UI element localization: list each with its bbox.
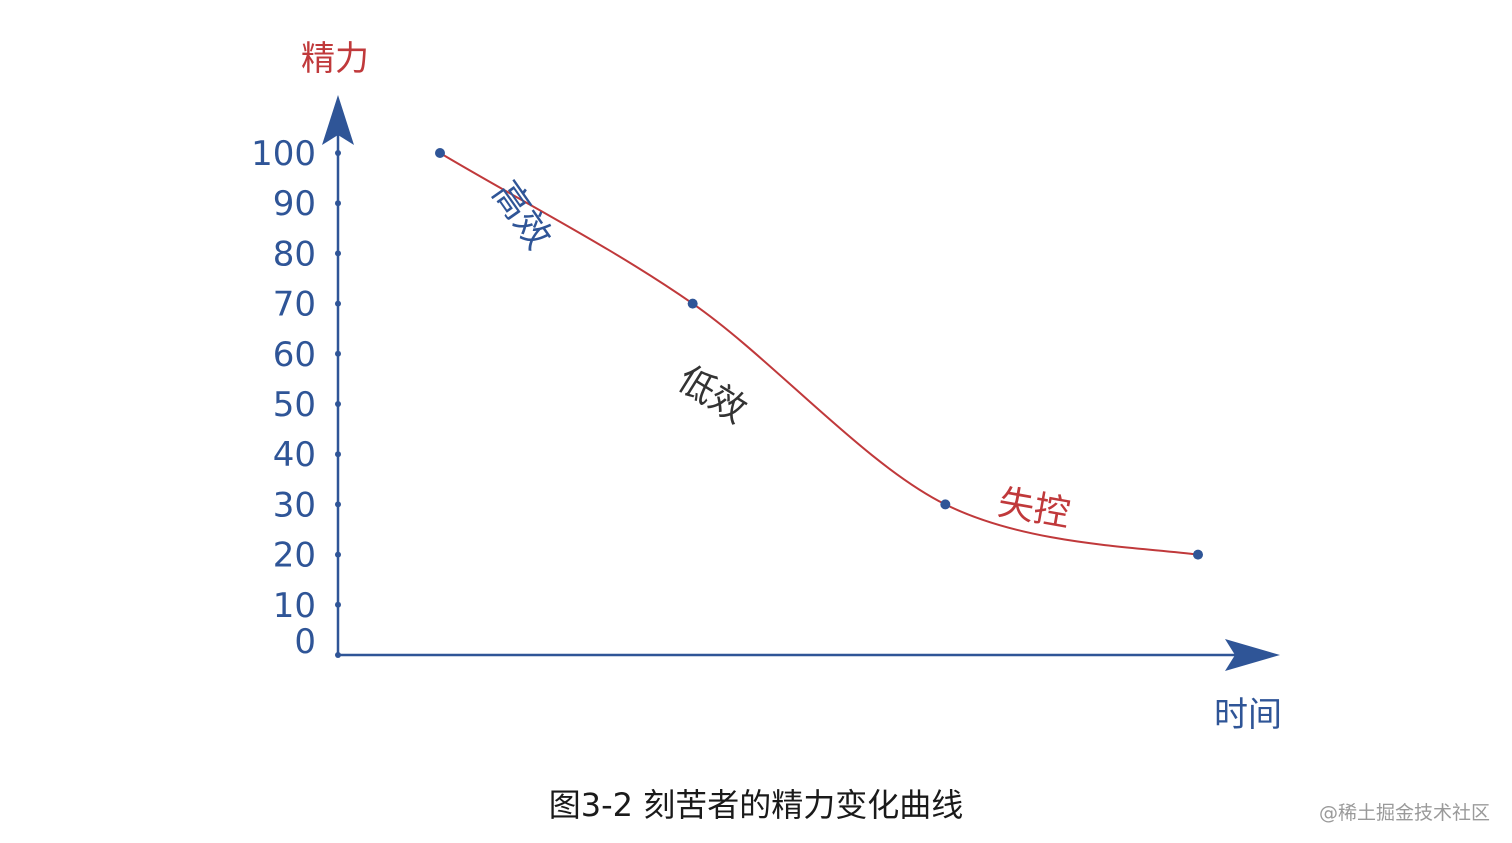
y-tick-mark <box>335 250 341 257</box>
watermark: @稀土掘金技术社区 <box>1318 802 1490 824</box>
y-tick-mark <box>335 401 341 407</box>
axes <box>322 95 1280 671</box>
y-tick-label: 90 <box>273 184 316 224</box>
y-tick-mark <box>335 501 341 508</box>
y-tick-mark <box>335 551 341 558</box>
data-point <box>687 298 698 309</box>
y-tick-mark <box>335 451 341 458</box>
y-tick-mark <box>335 200 341 207</box>
y-tick-mark <box>335 300 341 307</box>
segment-label: 高效 <box>484 174 559 257</box>
data-point <box>940 499 951 510</box>
y-tick-mark <box>335 601 341 608</box>
y-tick-label: 70 <box>273 285 316 325</box>
y-tick-mark <box>335 652 341 658</box>
figure-caption: 图3-2 刻苦者的精力变化曲线 <box>548 786 964 824</box>
y-axis-arrow <box>322 95 354 145</box>
y-tick-mark <box>335 350 341 357</box>
y-axis-title: 精力 <box>301 39 369 79</box>
y-tick-label: 80 <box>273 234 316 274</box>
data-points <box>435 148 1203 560</box>
y-tick-label: 100 <box>251 134 316 174</box>
y-tick-label: 60 <box>273 335 316 375</box>
segment-label: 低效 <box>671 359 754 432</box>
x-axis-arrow <box>1225 639 1280 671</box>
x-axis-title: 时间 <box>1214 695 1282 735</box>
data-point <box>435 148 445 158</box>
y-tick-mark <box>335 150 341 156</box>
y-ticks: 010 20 30 40 50 60 70 80 90 100 <box>251 134 341 662</box>
y-tick-label: 0 <box>294 622 316 662</box>
y-tick-label: 30 <box>273 485 316 525</box>
y-tick-label: 50 <box>273 385 316 425</box>
y-tick-label: 10 <box>273 586 316 626</box>
energy-curve <box>439 152 1199 556</box>
y-tick-label: 40 <box>273 435 316 475</box>
y-tick-label: 20 <box>273 536 316 576</box>
data-point <box>1193 549 1203 560</box>
